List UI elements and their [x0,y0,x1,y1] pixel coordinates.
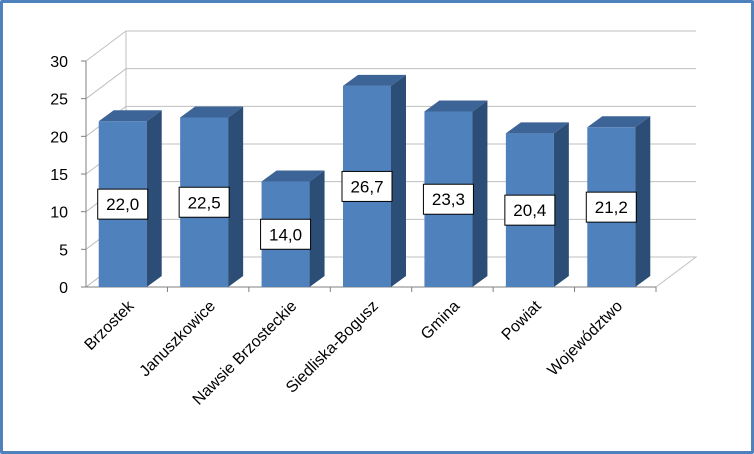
data-label: 14,0 [269,225,302,244]
bar-top [424,100,488,112]
bar-side [228,106,244,287]
data-label: 22,5 [188,193,221,212]
x-tick-label: Gmina [418,298,463,343]
y-tick-label: 10 [50,205,68,222]
bar-top [180,106,244,118]
bar-side [472,100,488,288]
data-label: 22,0 [106,195,139,214]
data-label-box [422,183,474,215]
bar-side [391,74,406,287]
x-tick-label: Brzostek [82,297,139,354]
bar-side [635,116,651,287]
data-label-box [97,188,149,220]
bar-top [587,116,651,128]
bar-top [261,170,325,182]
data-label-box [585,191,637,223]
gridline-side [85,68,127,100]
data-label: 21,2 [595,198,628,217]
y-tick-label: 15 [50,167,68,184]
bar-top [343,74,406,86]
data-label-box [341,170,393,202]
x-tick-label: Województwo [544,298,626,380]
y-tick-label: 25 [50,92,68,109]
data-label-box [178,186,230,218]
data-label: 23,3 [432,190,465,209]
data-label: 20,4 [513,201,546,220]
y-tick-label: 20 [50,129,68,146]
gridline-side [85,30,127,62]
y-tick-label: 5 [59,242,68,259]
bar-top [98,110,162,122]
y-tick-label: 30 [50,54,68,71]
y-tick-label: 0 [59,280,68,297]
x-tick-label: Januszkowice [137,298,220,381]
bar-side [146,110,162,288]
x-tick-label: Siedliska-Bogusz [283,298,382,397]
x-tick-label: Powiat [499,297,545,343]
bar-side [309,170,325,287]
data-label-box [504,194,556,226]
bar-top [505,122,569,134]
bar-side [553,122,569,287]
data-label: 26,7 [350,177,383,196]
data-label-box [260,218,312,250]
